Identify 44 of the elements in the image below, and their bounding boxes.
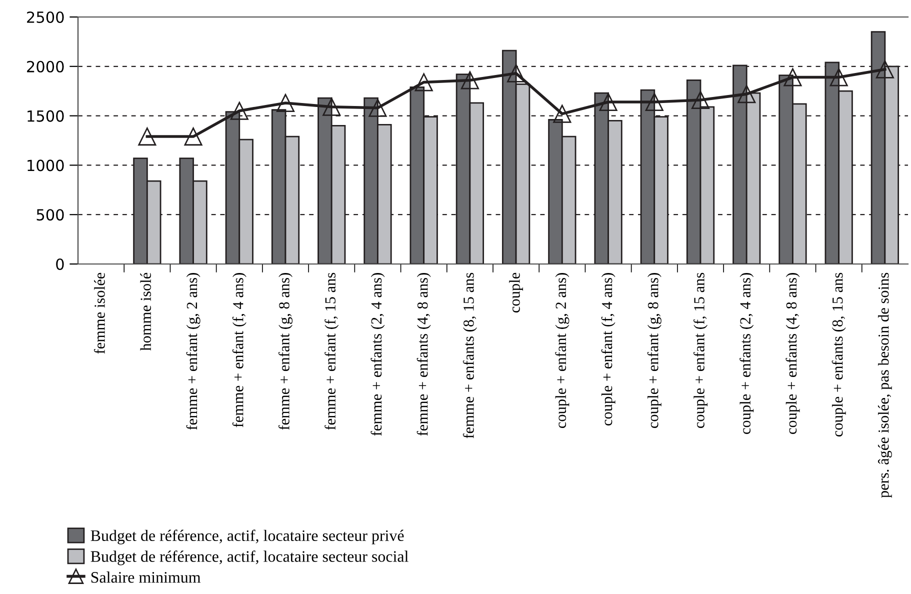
x-tick-label: femme + enfant (g, 8 ans)	[278, 273, 293, 430]
point	[460, 71, 479, 90]
point	[276, 94, 295, 112]
point	[784, 68, 802, 86]
point	[830, 68, 848, 86]
x-tick-label: femme + enfants (2, 4 ans)	[370, 273, 385, 436]
y-tick-label: 0	[56, 258, 64, 270]
point	[507, 64, 526, 82]
x-tick-label: couple + enfants (2, 4 ans)	[740, 273, 754, 434]
x-tick-label: homme isolé	[140, 272, 151, 351]
x-tick-label: couple + enfant (g, 8 ans)	[647, 273, 662, 428]
y-tick-label: 1000	[28, 160, 64, 172]
y-tick-label: 1500	[28, 110, 64, 122]
point	[553, 104, 572, 123]
x-tick-label: couple + enfants (4, 8 ans)	[786, 273, 800, 434]
point	[322, 98, 341, 116]
point	[876, 60, 894, 78]
point	[184, 128, 202, 146]
legend-label: Budget de référence, actif, locataire secteur social	[90, 550, 408, 566]
point	[738, 85, 756, 104]
point	[230, 102, 248, 120]
legend-label: Budget de référence, actif, locataire secteur privé	[90, 530, 404, 544]
point	[368, 98, 387, 117]
x-tick-label: femme + enfants (4, 8 ans)	[416, 273, 431, 436]
y-tick-label: 2500	[27, 11, 64, 24]
x-tick-label: pers. âgée isolée, pas besoin de soins	[878, 272, 892, 498]
x-tick-label: femme isolée	[94, 272, 105, 354]
point	[645, 92, 664, 111]
x-tick-label: couple	[509, 272, 523, 312]
x-tick-label: femme + enfant (f, 15 ans	[324, 272, 339, 430]
x-tick-label: couple + enfants (8, 15 ans	[832, 272, 846, 436]
x-tick-label: femme + enfants (8, 15 ans	[462, 272, 477, 438]
x-tick-label: couple + enfant (f, 15 ans	[693, 272, 708, 428]
point	[414, 73, 433, 92]
point	[599, 92, 618, 111]
x-tick-label: couple + enfant (f, 4 ans)	[601, 273, 616, 426]
point	[138, 128, 156, 146]
y-tick-label: 500	[36, 209, 64, 221]
point	[691, 90, 710, 110]
x-tick-label: femme + enfant (g, 2 ans)	[186, 273, 200, 430]
x-tick-label: couple + enfant (g, 2 ans)	[555, 273, 570, 428]
y-tick-label: 2000	[27, 60, 64, 72]
x-tick-label: femme + enfant (f, 4 ans)	[232, 273, 246, 428]
legend-label: Salaire minimum	[91, 572, 201, 583]
